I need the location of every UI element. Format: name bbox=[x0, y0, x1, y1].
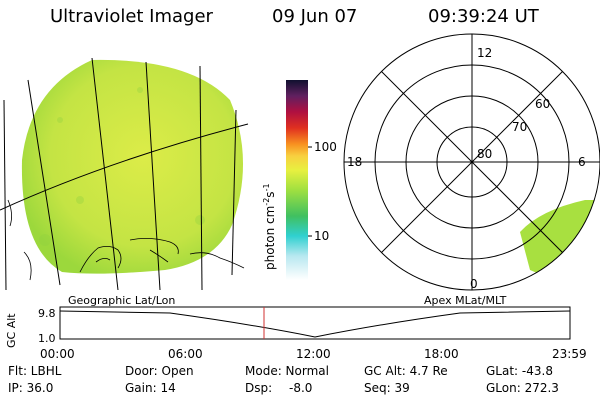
x-tick-1200: 12:00 bbox=[296, 347, 331, 361]
info-dsp-value: -8.0 bbox=[289, 381, 313, 395]
colorbar bbox=[286, 80, 312, 280]
x-tick-0000: 00:00 bbox=[40, 347, 75, 361]
geographic-label: Geographic Lat/Lon bbox=[68, 294, 176, 307]
info-seq: Seq: 39 bbox=[364, 381, 410, 395]
gc-alt-axis-title: GC Alt bbox=[5, 313, 18, 348]
geographic-image bbox=[21, 59, 244, 274]
polar-lat-70: 70 bbox=[512, 120, 528, 134]
info-gain: Gain: 14 bbox=[125, 381, 176, 395]
instrument-title: Ultraviolet Imager bbox=[50, 6, 213, 27]
polar-lat-80: 80 bbox=[477, 147, 493, 161]
polar-mlt-0: 0 bbox=[470, 277, 478, 291]
polar-mlt-12: 12 bbox=[477, 46, 493, 60]
info-glon: GLon: 272.3 bbox=[486, 381, 559, 395]
image-date: 09 Jun 07 bbox=[272, 6, 358, 27]
x-tick-0600: 06:00 bbox=[168, 347, 203, 361]
info-dsp-label: Dsp: bbox=[245, 381, 273, 395]
image-time: 09:39:24 UT bbox=[428, 6, 539, 27]
info-ip: IP: 36.0 bbox=[8, 381, 54, 395]
apex-label: Apex MLat/MLT bbox=[424, 294, 507, 307]
polar-mlt-6: 6 bbox=[578, 155, 586, 169]
y-label-top: 9.8 bbox=[38, 307, 56, 320]
colorbar-unit-label: photon cm-2s-1 bbox=[262, 183, 277, 270]
coastline bbox=[7, 199, 245, 281]
x-tick-2359: 23:59 bbox=[552, 347, 587, 361]
info-door: Door: Open bbox=[125, 364, 194, 378]
altitude-strip-chart bbox=[59, 306, 571, 340]
polar-lat-60: 60 bbox=[535, 97, 551, 111]
info-gc-alt: GC Alt: 4.7 Re bbox=[364, 364, 448, 378]
colorbar-tick-10: 10 bbox=[314, 229, 330, 243]
info-mode: Mode: Normal bbox=[245, 364, 329, 378]
info-filter: Flt: LBHL bbox=[8, 364, 62, 378]
polar-plot bbox=[343, 33, 600, 291]
y-label-bottom: 1.0 bbox=[38, 332, 56, 345]
x-tick-1800: 18:00 bbox=[424, 347, 459, 361]
colorbar-tick-100: 100 bbox=[314, 140, 337, 154]
info-glat: GLat: -43.8 bbox=[486, 364, 553, 378]
polar-mlt-18: 18 bbox=[347, 155, 363, 169]
